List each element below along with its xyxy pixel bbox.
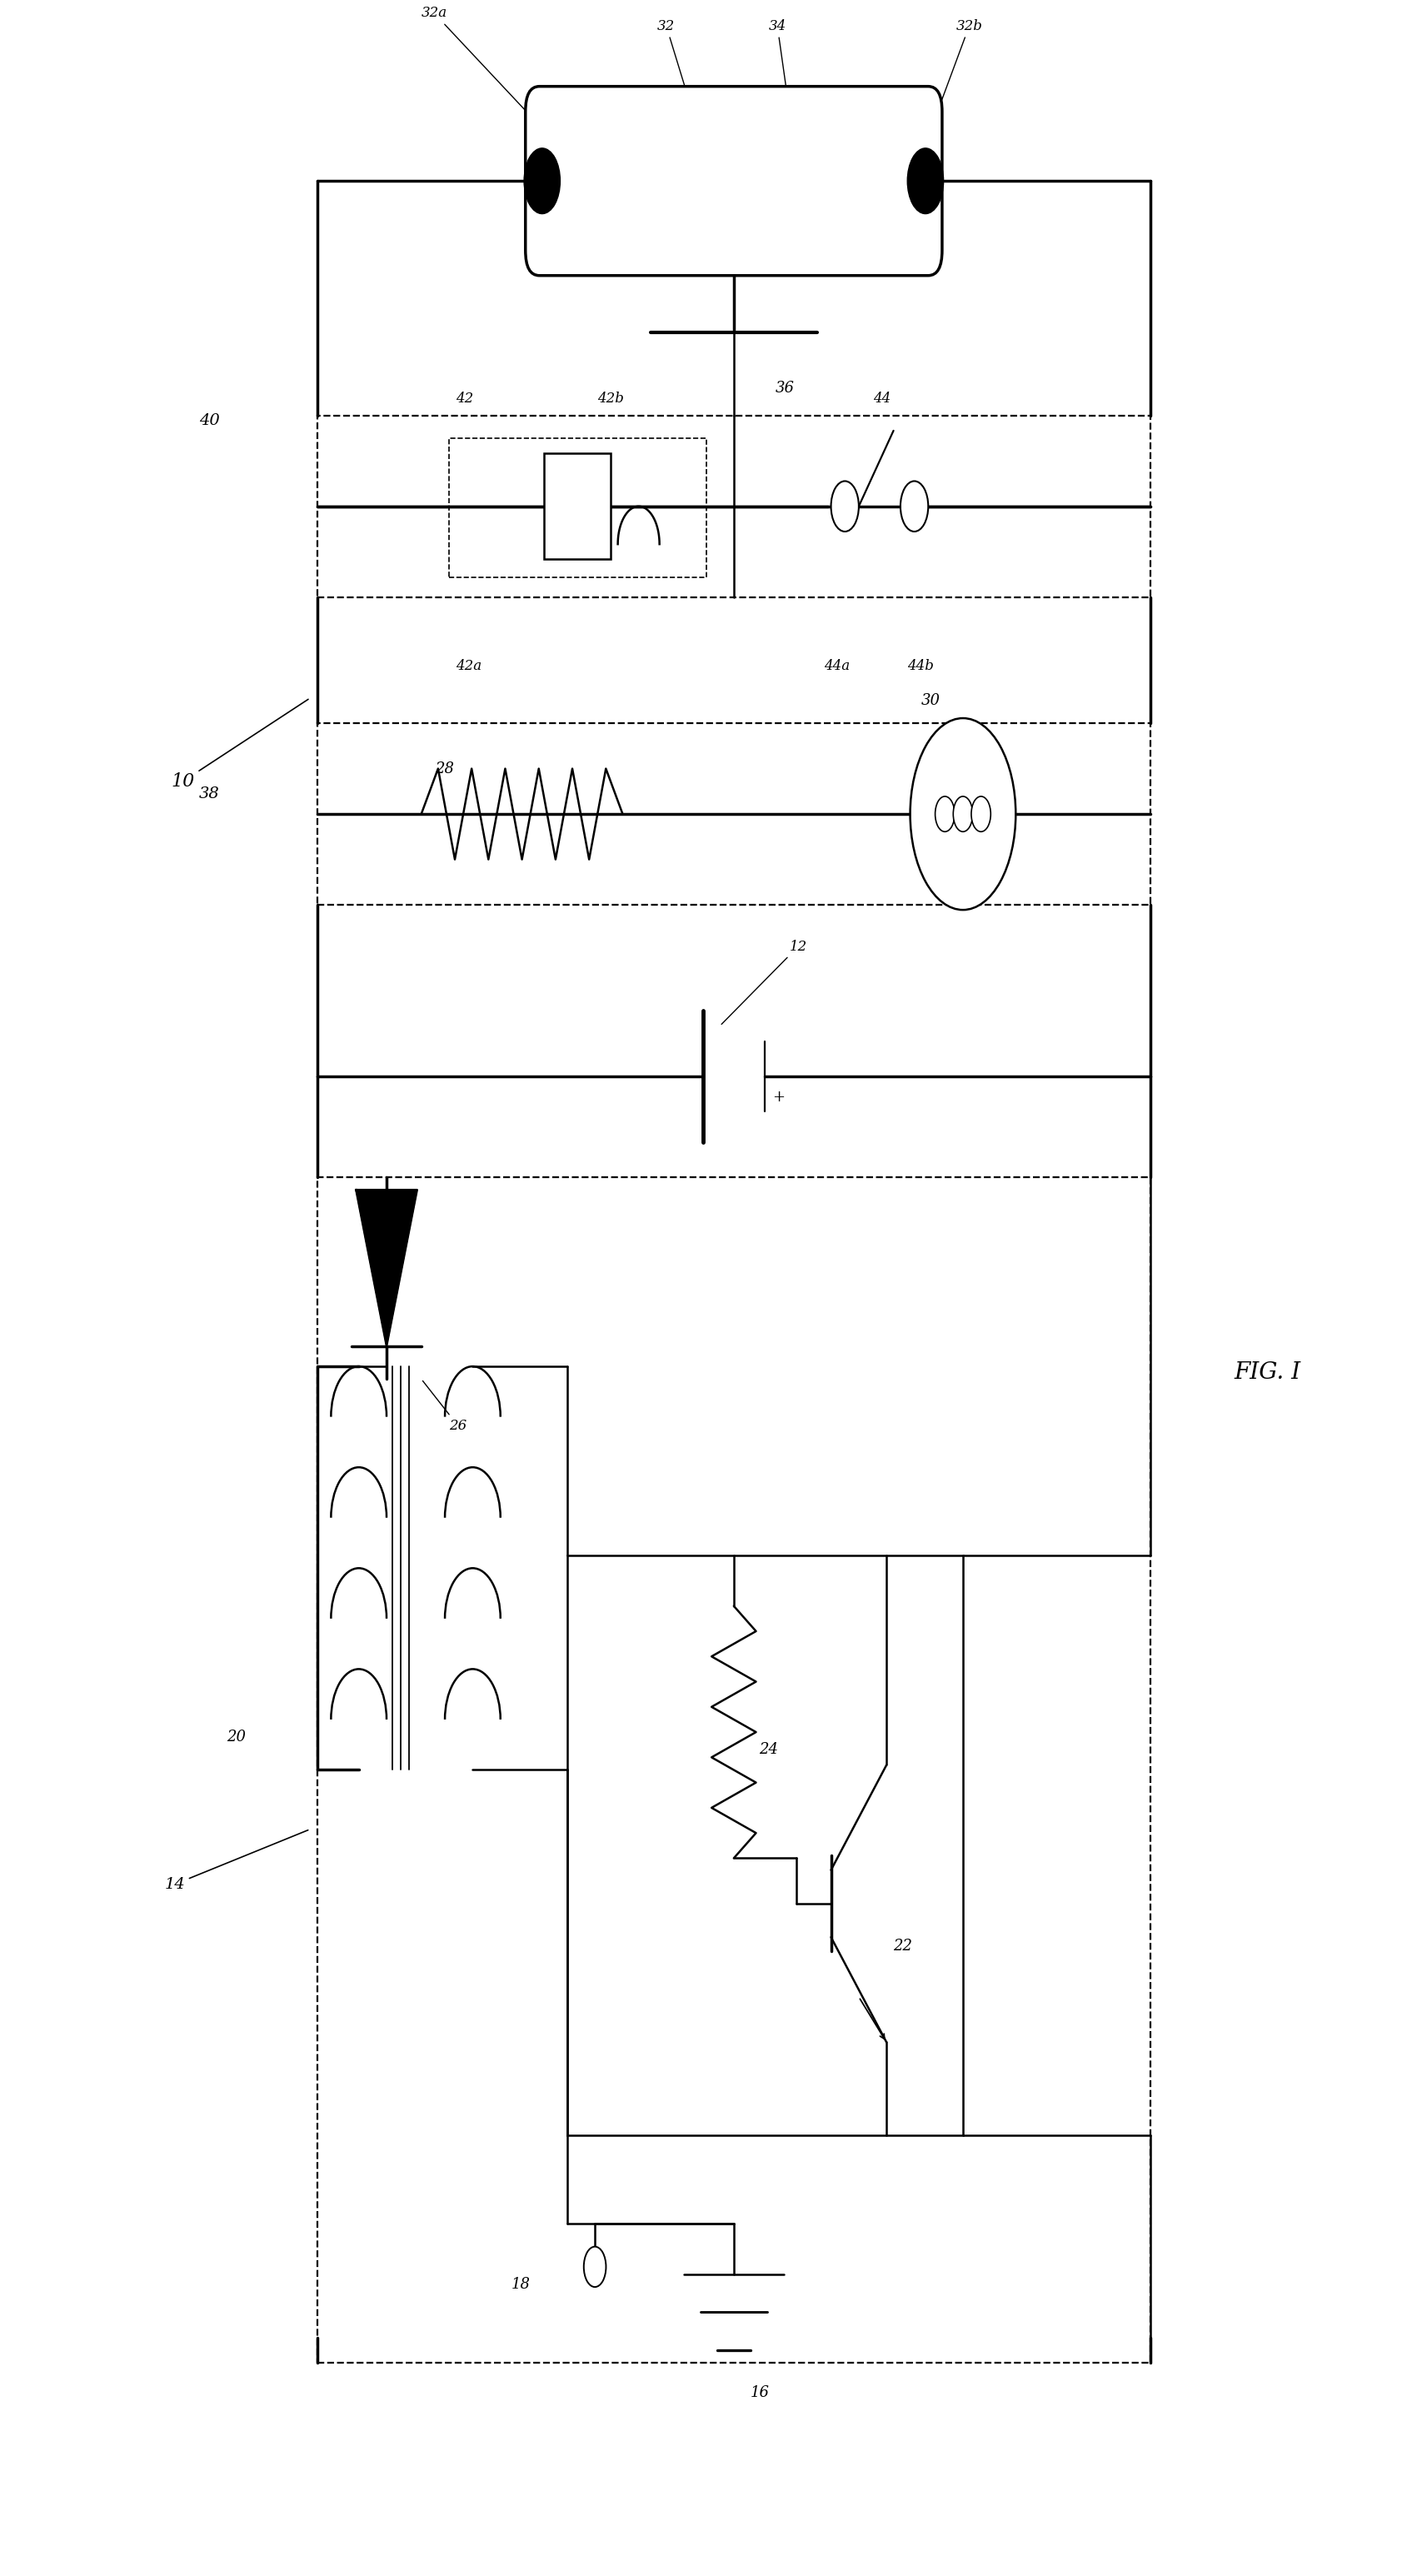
Text: 22: 22	[894, 1940, 912, 1955]
Text: 28: 28	[435, 760, 455, 775]
Bar	[449, 438, 706, 577]
Bar	[568, 1556, 963, 2136]
Text: 42: 42	[456, 392, 473, 404]
Circle shape	[583, 2246, 606, 2287]
Circle shape	[971, 796, 991, 832]
Text: 24: 24	[758, 1741, 778, 1757]
Circle shape	[524, 149, 561, 214]
Bar	[318, 1177, 1151, 2362]
Text: 40: 40	[199, 412, 220, 428]
Text: 32: 32	[658, 18, 692, 108]
Bar	[544, 453, 611, 559]
Circle shape	[908, 149, 943, 214]
Text: 10: 10	[171, 698, 308, 791]
Text: 16: 16	[750, 2385, 770, 2401]
Text: 36: 36	[775, 381, 795, 394]
Text: 12: 12	[722, 940, 808, 1025]
Text: FIG. I: FIG. I	[1234, 1363, 1300, 1383]
Circle shape	[953, 796, 973, 832]
Text: 34: 34	[768, 18, 789, 108]
Text: 20: 20	[227, 1728, 246, 1744]
Text: +: +	[772, 1090, 785, 1105]
Text: 32b: 32b	[936, 18, 983, 116]
Text: 26: 26	[422, 1381, 467, 1432]
Bar	[318, 415, 1151, 598]
Text: 44b: 44b	[908, 659, 933, 672]
Circle shape	[935, 796, 955, 832]
Bar	[318, 724, 1151, 904]
Text: 32a: 32a	[421, 5, 531, 116]
Circle shape	[832, 482, 858, 531]
FancyBboxPatch shape	[525, 88, 942, 276]
Text: 44a: 44a	[825, 659, 850, 672]
Text: 42a: 42a	[456, 659, 481, 672]
Text: 18: 18	[511, 2277, 531, 2293]
Text: 30: 30	[921, 693, 940, 708]
Circle shape	[911, 719, 1015, 909]
Polygon shape	[356, 1190, 417, 1347]
Text: 14: 14	[164, 1829, 308, 1891]
Text: 44: 44	[873, 392, 891, 404]
Text: 42b: 42b	[597, 392, 624, 404]
Circle shape	[901, 482, 928, 531]
Text: 38: 38	[199, 786, 220, 801]
